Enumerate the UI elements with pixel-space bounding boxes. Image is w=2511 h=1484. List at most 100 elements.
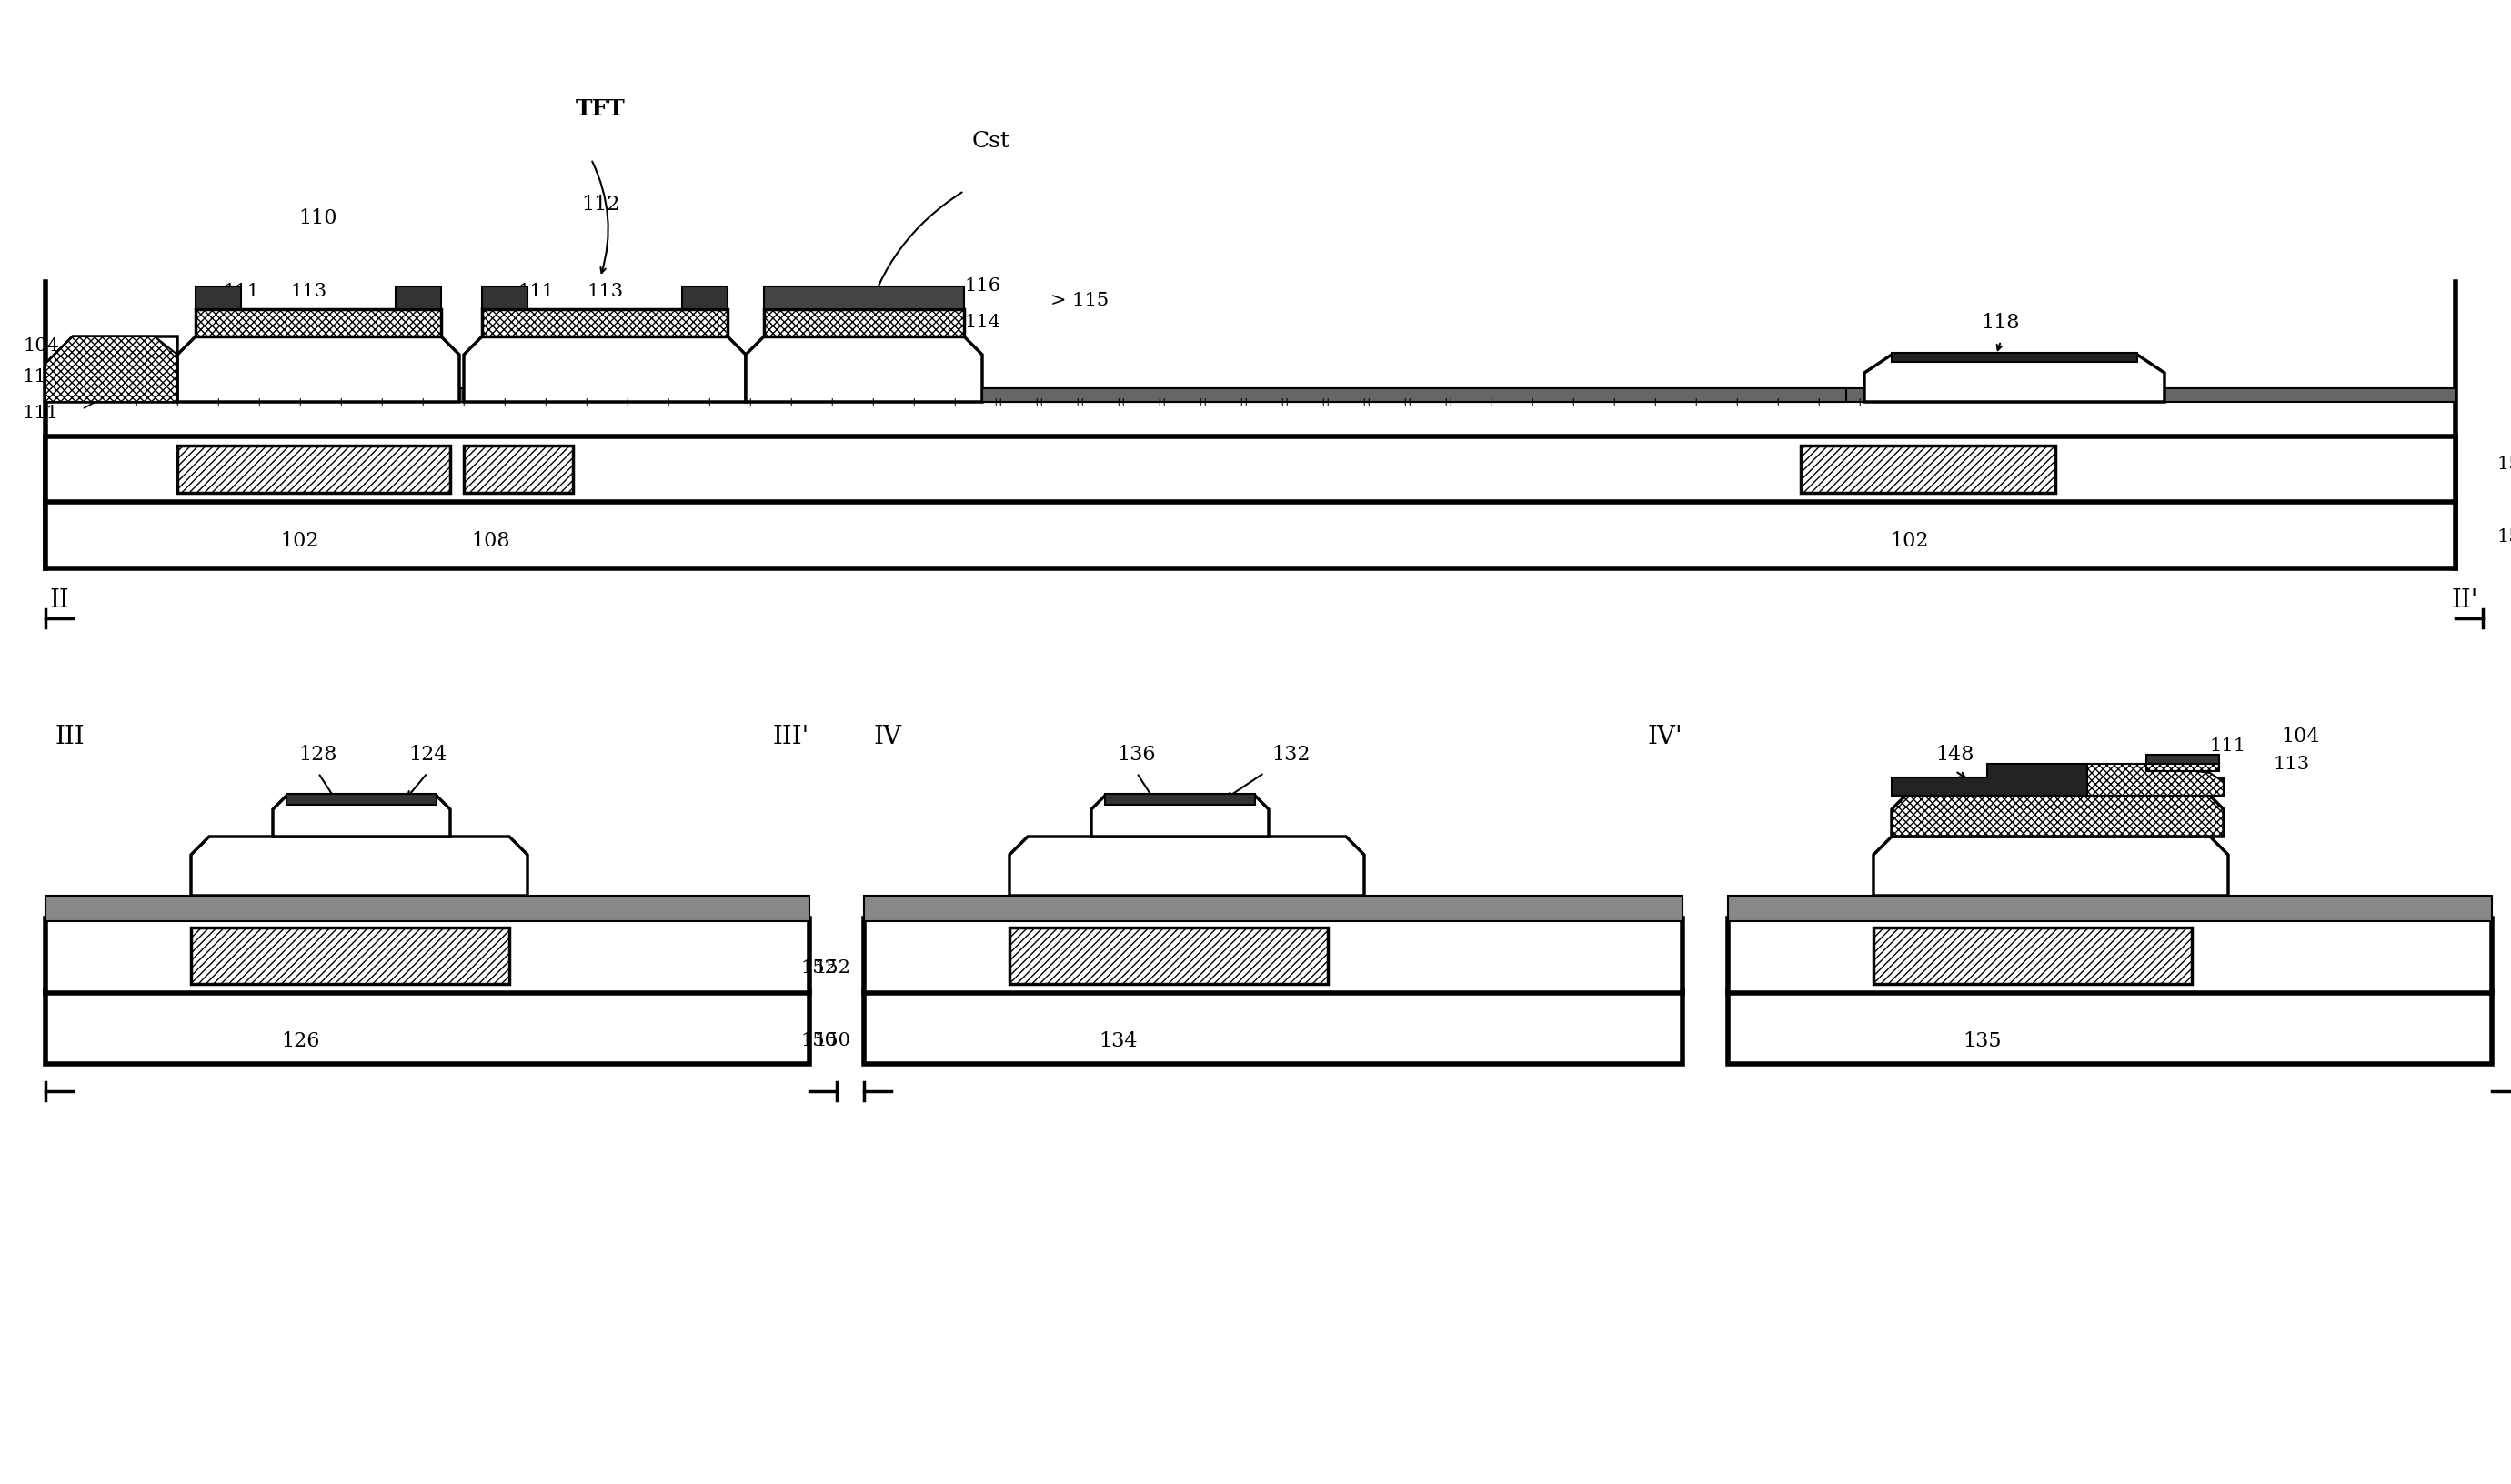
Text: +: + xyxy=(1610,396,1620,408)
Polygon shape xyxy=(45,337,178,402)
Text: +: + xyxy=(1363,396,1374,408)
Bar xyxy=(1728,991,2491,1064)
Text: 150: 150 xyxy=(2496,528,2511,545)
Text: 114: 114 xyxy=(964,315,999,331)
Text: 116: 116 xyxy=(964,278,999,295)
Text: +: + xyxy=(1037,396,1047,408)
Text: +: + xyxy=(1323,396,1333,408)
Bar xyxy=(45,896,809,922)
Text: 132: 132 xyxy=(1273,745,1311,764)
Polygon shape xyxy=(465,337,746,402)
Text: 138: 138 xyxy=(1180,800,1220,819)
Bar xyxy=(1800,445,2057,493)
Text: +: + xyxy=(1856,396,1866,408)
Text: 111: 111 xyxy=(2210,738,2247,754)
Polygon shape xyxy=(763,309,964,337)
Text: 108: 108 xyxy=(472,531,510,551)
Text: +: + xyxy=(1401,396,1411,408)
Text: +: + xyxy=(994,396,1004,408)
Text: +: + xyxy=(296,396,304,408)
Text: +: + xyxy=(540,396,550,408)
Text: +: + xyxy=(826,396,836,408)
Text: +: + xyxy=(1155,396,1165,408)
Polygon shape xyxy=(1092,795,1268,837)
Text: 130: 130 xyxy=(362,800,402,819)
Text: +: + xyxy=(500,396,510,408)
Text: +: + xyxy=(1160,396,1170,408)
Text: +: + xyxy=(1278,396,1288,408)
Bar xyxy=(1728,919,2491,993)
Text: 113: 113 xyxy=(23,368,60,386)
Polygon shape xyxy=(1891,764,2225,795)
Polygon shape xyxy=(45,337,178,402)
Text: +: + xyxy=(1569,396,1579,408)
Text: +: + xyxy=(1773,396,1783,408)
Text: 104: 104 xyxy=(23,337,60,355)
Bar xyxy=(982,389,1846,402)
Bar xyxy=(45,389,2456,402)
Text: 126: 126 xyxy=(281,1031,319,1051)
Text: +: + xyxy=(1032,396,1042,408)
Text: III': III' xyxy=(773,724,809,749)
Text: +: + xyxy=(1115,396,1122,408)
Text: +: + xyxy=(949,396,959,408)
Text: +: + xyxy=(1195,396,1205,408)
Bar xyxy=(1873,928,2192,984)
Text: II: II xyxy=(50,588,68,613)
Text: 111: 111 xyxy=(223,282,259,300)
Bar xyxy=(2147,761,2220,772)
Bar xyxy=(286,794,437,804)
Text: 104: 104 xyxy=(2282,727,2320,746)
Text: IV': IV' xyxy=(1647,724,1682,749)
Text: 111: 111 xyxy=(23,405,60,423)
Text: 136: 136 xyxy=(1117,745,1155,764)
Text: +: + xyxy=(1283,396,1291,408)
Text: 112: 112 xyxy=(580,194,620,215)
Text: +: + xyxy=(1441,396,1451,408)
Text: TFT: TFT xyxy=(575,98,625,120)
Polygon shape xyxy=(196,309,442,337)
Text: +: + xyxy=(1692,396,1700,408)
Polygon shape xyxy=(397,286,442,309)
Polygon shape xyxy=(2087,764,2225,795)
Polygon shape xyxy=(196,286,241,309)
Text: +: + xyxy=(1487,396,1497,408)
Text: +: + xyxy=(1318,396,1328,408)
Text: 152: 152 xyxy=(814,960,851,976)
Text: +: + xyxy=(131,396,141,408)
Polygon shape xyxy=(1891,795,2225,837)
Bar xyxy=(45,919,809,993)
Text: +: + xyxy=(460,396,470,408)
Text: 113: 113 xyxy=(2272,755,2310,773)
Text: 102: 102 xyxy=(281,531,319,551)
Text: +: + xyxy=(173,396,183,408)
Bar xyxy=(191,928,510,984)
Text: 124: 124 xyxy=(409,745,447,764)
Text: +: + xyxy=(1240,396,1250,408)
Bar xyxy=(45,500,2456,568)
Text: 113: 113 xyxy=(588,282,623,300)
Text: +: + xyxy=(583,396,593,408)
Bar xyxy=(1728,896,2491,922)
Text: +: + xyxy=(254,396,264,408)
Text: +: + xyxy=(746,396,756,408)
Text: +: + xyxy=(1650,396,1660,408)
Text: 135: 135 xyxy=(1964,1031,2001,1051)
Bar xyxy=(465,445,573,493)
Text: +: + xyxy=(377,396,387,408)
Text: 152: 152 xyxy=(801,960,836,976)
Polygon shape xyxy=(746,337,982,402)
Text: +: + xyxy=(336,396,347,408)
Text: 152: 152 xyxy=(2496,456,2511,472)
Polygon shape xyxy=(683,286,728,309)
Text: +: + xyxy=(1404,396,1414,408)
Text: +: + xyxy=(1733,396,1743,408)
Bar xyxy=(864,919,1682,993)
Bar xyxy=(864,896,1682,922)
Polygon shape xyxy=(1009,837,1363,896)
Bar xyxy=(45,991,809,1064)
Text: 113: 113 xyxy=(291,282,326,300)
Text: +: + xyxy=(417,396,427,408)
Text: IV: IV xyxy=(874,724,901,749)
Polygon shape xyxy=(274,795,449,837)
